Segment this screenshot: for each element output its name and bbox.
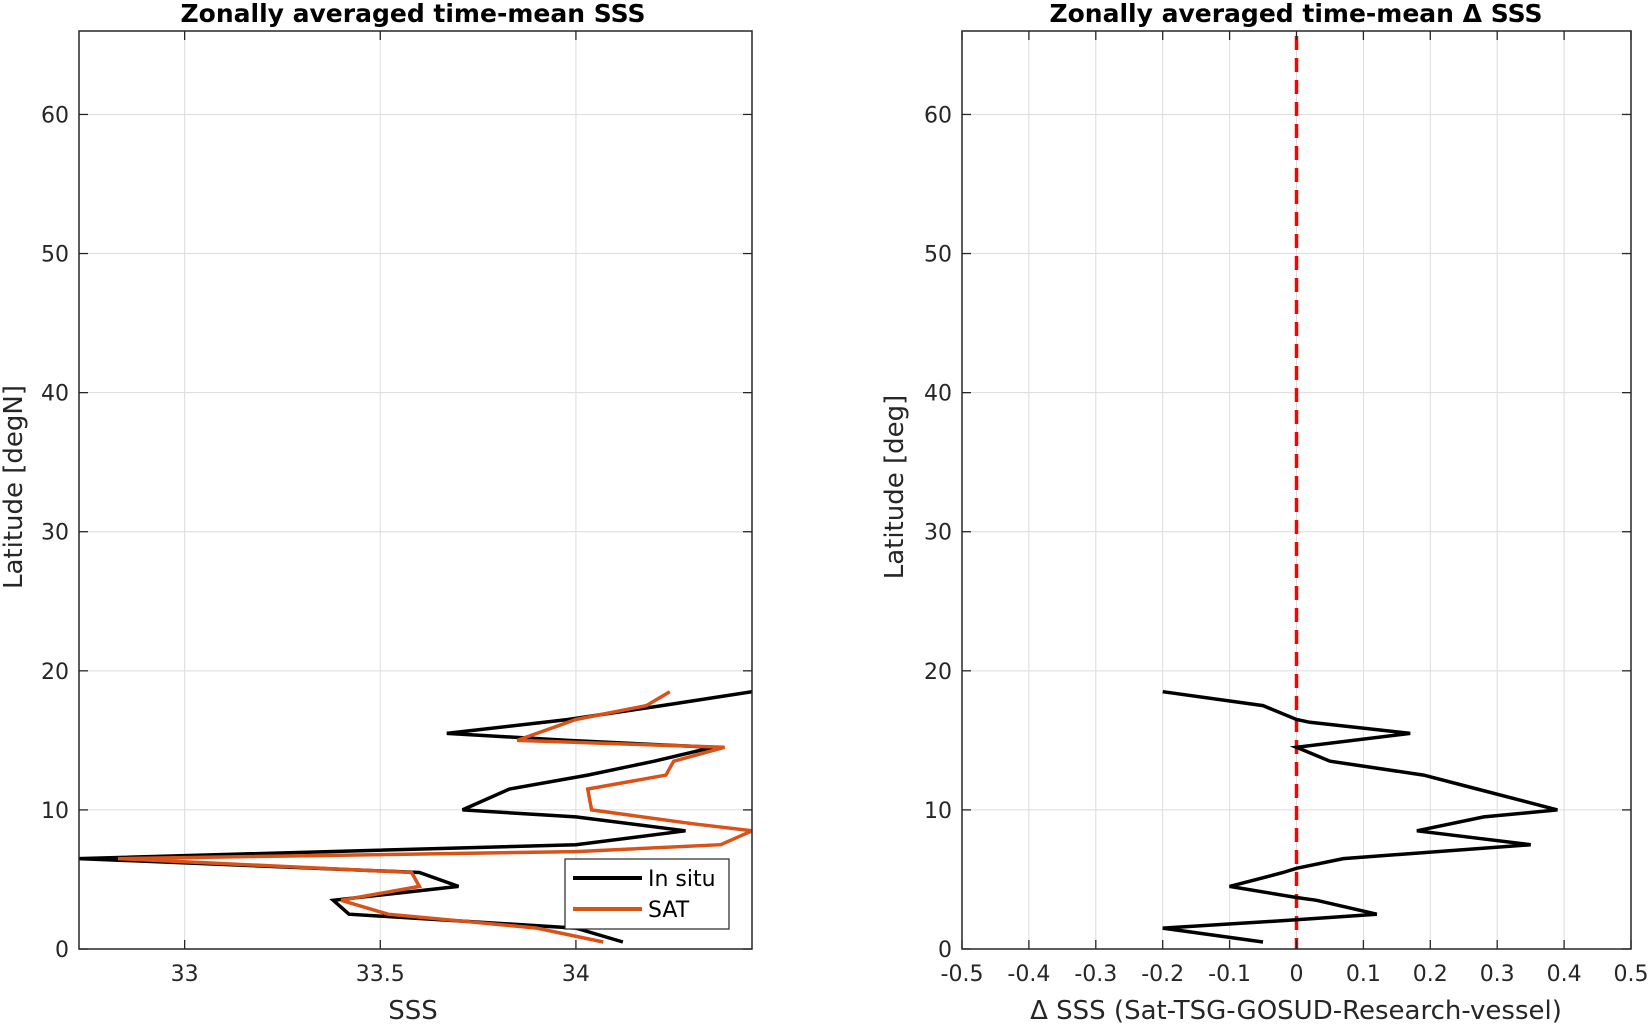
y-tick-label: 40 [924,382,952,407]
delta-sss-panel: Zonally averaged time-mean Δ SSS -0.5 -0.… [880,0,1649,1025]
y-tick-label: 30 [41,521,69,546]
legend-label-sat: SAT [648,898,690,923]
x-tick-label: -0.2 [1141,962,1184,987]
sss-panel-legend: In situ SAT [564,858,730,930]
sss-panel-series [79,689,752,944]
x-tick-label: 0.3 [1480,962,1515,987]
x-tick-label: 33 [171,962,199,987]
y-tick-label: 0 [938,938,952,963]
y-tick-label: 50 [41,243,69,268]
sss-panel-ticks: 33 33.5 34 0 10 20 30 40 50 60 [41,31,752,987]
y-tick-label: 20 [41,660,69,685]
y-tick-label: 10 [41,799,69,824]
x-tick-label: 0.4 [1547,962,1582,987]
y-tick-label: 0 [55,938,69,963]
x-tick-label: 33.5 [356,962,405,987]
series-sat [118,690,752,944]
sss-panel: Zonally averaged time-mean SSS 33 33.5 34 0… [0,0,753,1025]
sss-panel-xlabel: SSS [388,996,438,1025]
y-tick-label: 40 [41,382,69,407]
x-tick-label: 0.2 [1413,962,1448,987]
x-tick-label: 0 [1290,962,1304,987]
y-tick-label: 20 [924,660,952,685]
sss-panel-grid [79,31,752,950]
delta-sss-panel-xlabel: Δ SSS (Sat-TSG-GOSUD-Research-vessel) [1030,996,1562,1025]
legend-label-in-situ: In situ [648,867,716,892]
y-tick-label: 60 [924,103,952,128]
series-line-0 [1162,689,1558,944]
x-tick-label: -0.1 [1208,962,1251,987]
x-tick-label: 34 [562,962,590,987]
x-tick-label: -0.4 [1007,962,1050,987]
sss-panel-title: Zonally averaged time-mean SSS [181,0,646,28]
y-tick-label: 60 [41,103,69,128]
sss-panel-frame [78,30,753,950]
delta-sss-panel-ticks: -0.5 -0.4 -0.3 -0.2 -0.1 0 0.1 0.2 0.3 0.4 0.5 0 10 2… [924,31,1649,987]
x-tick-label: -0.5 [941,962,984,987]
delta-sss-panel-ylabel: Latitude [deg] [880,395,910,580]
y-tick-label: 10 [924,799,952,824]
x-tick-label: 0.5 [1614,962,1649,987]
x-tick-label: -0.3 [1074,962,1117,987]
sss-panel-ylabel: Latitude [degN] [0,385,29,589]
delta-sss-panel-title: Zonally averaged time-mean Δ SSS [1050,0,1543,28]
y-tick-label: 30 [924,521,952,546]
x-tick-label: 0.1 [1346,962,1381,987]
legend-box [564,858,730,930]
delta-sss-panel-series [1162,689,1558,944]
y-tick-label: 50 [924,243,952,268]
